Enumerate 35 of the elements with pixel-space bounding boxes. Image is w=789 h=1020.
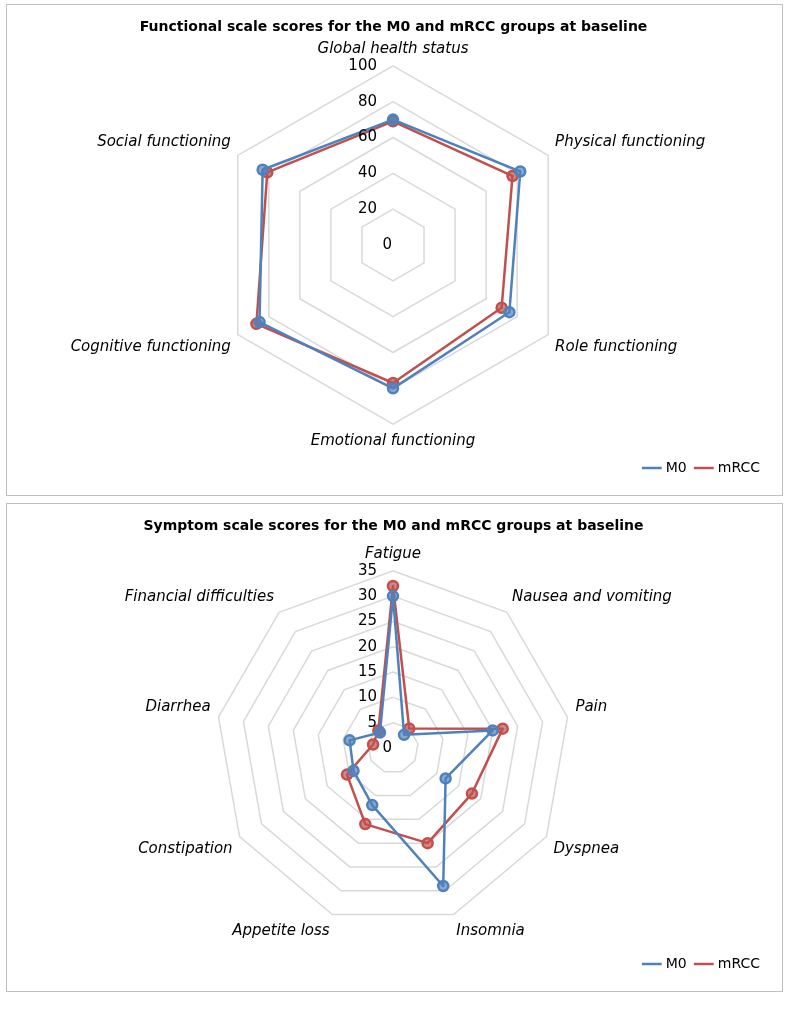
y-tick-label: 25 bbox=[357, 611, 377, 630]
spoke-label: Insomnia bbox=[456, 920, 525, 939]
legend-label: M0 bbox=[665, 954, 687, 971]
y-tick-label: 30 bbox=[357, 586, 377, 604]
spoke-label: Global health status bbox=[317, 38, 469, 57]
spoke-label: Nausea and vomiting bbox=[512, 587, 672, 606]
spoke-label: Fatigue bbox=[364, 543, 422, 562]
y-tick-label: 100 bbox=[348, 55, 377, 74]
spoke-label: Appetite loss bbox=[231, 920, 330, 939]
y-tick-label: 10 bbox=[357, 687, 377, 706]
y-tick-label: 60 bbox=[357, 127, 377, 146]
spoke-label: Role functioning bbox=[555, 337, 678, 356]
spoke-label: Social functioning bbox=[97, 132, 231, 151]
y-tick-label: 80 bbox=[357, 91, 377, 110]
y-tick-label: 5 bbox=[367, 712, 377, 731]
y-tick-label: 20 bbox=[357, 199, 377, 218]
spoke-label: Cognitive functioning bbox=[70, 337, 231, 356]
y-tick-label: 40 bbox=[357, 163, 377, 182]
spoke-label: Emotional functioning bbox=[310, 431, 476, 450]
legend-label: mRCC bbox=[717, 954, 761, 971]
y-tick-label: 0 bbox=[382, 737, 392, 756]
spoke-label: Constipation bbox=[138, 839, 233, 858]
legend-label: mRCC bbox=[717, 458, 761, 475]
spoke-label: Pain bbox=[575, 696, 608, 715]
chart-title: Symptom scale scores for the M0 and mRCC groups at baseline bbox=[143, 517, 644, 534]
y-tick-label: 35 bbox=[357, 560, 377, 579]
spoke-label: Dyspnea bbox=[553, 839, 620, 858]
legend-label: M0 bbox=[665, 458, 687, 475]
y-tick-label: 20 bbox=[357, 636, 377, 655]
y-tick-label: 0 bbox=[382, 234, 392, 253]
spoke-label: Diarrhea bbox=[145, 696, 211, 715]
chart-title: Functional scale scores for the M0 and mRCC groups at baseline bbox=[139, 18, 648, 35]
spoke-label: Financial difficulties bbox=[124, 587, 275, 606]
y-tick-label: 15 bbox=[357, 661, 377, 680]
spoke-label: Physical functioning bbox=[555, 132, 706, 151]
